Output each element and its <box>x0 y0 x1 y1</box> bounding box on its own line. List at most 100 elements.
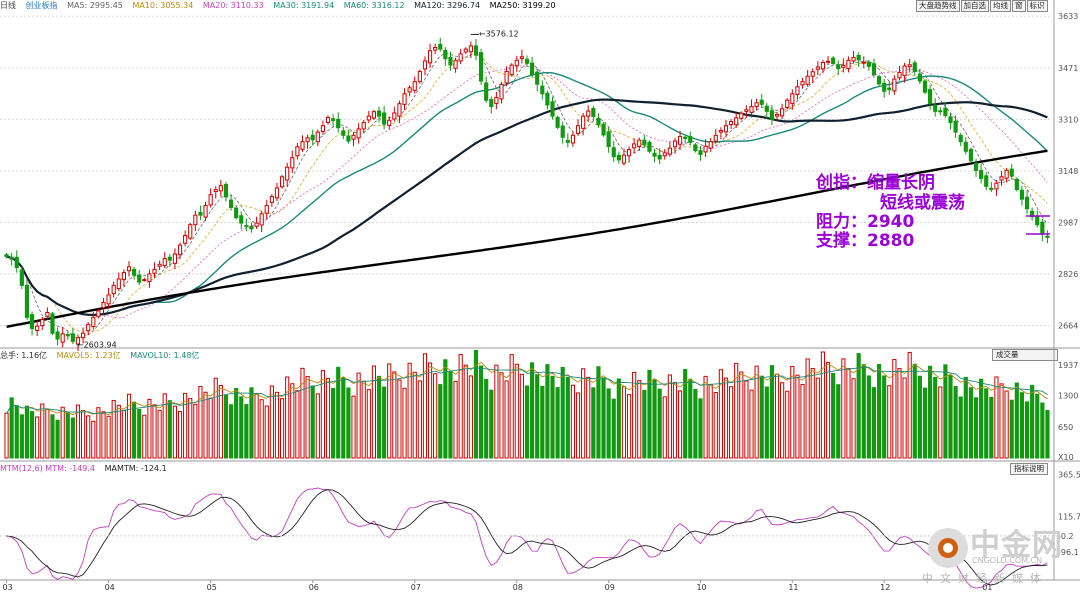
volume-bar <box>346 387 351 459</box>
volume-bar <box>545 364 550 459</box>
volume-bar <box>147 398 152 459</box>
candle-body <box>759 99 764 105</box>
mavol10-line <box>6 366 1048 414</box>
candle-body <box>269 196 274 203</box>
candle-body <box>708 141 713 149</box>
volume-bar <box>325 377 331 459</box>
candle-body <box>142 279 147 282</box>
volume-bar <box>657 388 662 459</box>
candle-body <box>953 120 958 133</box>
add-watchlist-button[interactable]: 加自选 <box>960 0 989 12</box>
candle-body <box>632 143 637 149</box>
volume-bar <box>60 406 65 459</box>
candle-body <box>463 48 468 53</box>
candle-body <box>4 254 9 258</box>
volume-bar <box>1040 402 1045 459</box>
volume-bar <box>591 387 596 459</box>
volume-bar <box>759 375 764 459</box>
candle-body <box>841 64 846 68</box>
period-label[interactable]: 日线 <box>0 1 16 10</box>
price-tick-label: 3148 <box>1058 167 1078 176</box>
volume-bar <box>183 392 188 459</box>
marker-button[interactable]: 标识 <box>1026 0 1048 12</box>
candle-body <box>1024 196 1030 210</box>
volume-bar <box>764 386 769 459</box>
candle-body <box>371 111 377 119</box>
candle-body <box>264 205 269 214</box>
price-tick-label: 3310 <box>1058 115 1078 124</box>
volume-bar <box>91 420 96 459</box>
candle-body <box>866 61 871 67</box>
volume-bar <box>575 392 581 459</box>
mamtm-line <box>6 489 1048 586</box>
low-price-label: ←2603.94 <box>77 341 117 350</box>
candle-body <box>973 162 979 171</box>
candle-body <box>341 130 346 136</box>
candle-body <box>443 49 448 60</box>
ma-button[interactable]: 均线 <box>990 0 1011 12</box>
candle-body <box>65 334 70 337</box>
indicator-help-button[interactable]: 指标说明 <box>1010 463 1048 475</box>
candle-body <box>320 125 325 132</box>
volume-bar <box>188 398 193 459</box>
annotation-marks: ←3576.12 ←2603.94 <box>77 29 1050 350</box>
candle-body <box>412 81 417 91</box>
volume-bar <box>739 371 744 459</box>
volume-bar <box>790 365 795 459</box>
candle-body <box>478 52 484 82</box>
ma250-line <box>6 149 1048 328</box>
volume-bar <box>785 390 790 459</box>
volume-bar <box>586 376 591 459</box>
mtm-lines <box>0 487 1050 589</box>
volume-bar <box>1024 401 1030 459</box>
candle-body <box>24 284 30 318</box>
volume-bar <box>994 376 999 459</box>
volume-bar <box>254 393 259 459</box>
volume-bar <box>45 408 50 459</box>
index-name: 创业板指 <box>25 1 58 10</box>
volume-bar <box>320 370 325 459</box>
candle-body <box>851 56 856 62</box>
candle-body <box>157 263 162 267</box>
window-button[interactable]: 窗 <box>1012 0 1026 12</box>
volume-bar <box>989 396 994 459</box>
volume-bar <box>632 371 637 459</box>
volume-bar <box>484 378 489 459</box>
volume-bar <box>851 378 856 459</box>
candle-body <box>897 71 902 79</box>
volume-bar <box>336 366 341 459</box>
volume-bar <box>708 383 713 459</box>
volume-bar <box>933 376 938 459</box>
candle-body <box>596 117 601 126</box>
candle-body <box>795 86 800 95</box>
mtm-tick-label: 365.5 <box>1058 470 1080 479</box>
candle-body <box>70 333 75 343</box>
volume-bar <box>928 365 933 459</box>
candle-body <box>979 169 984 179</box>
volume-bar <box>172 405 178 459</box>
volume-bar <box>621 386 627 459</box>
volume-bar <box>223 394 229 459</box>
volume-bar <box>132 401 137 459</box>
volume-bar <box>402 387 407 459</box>
candle-body <box>846 59 851 70</box>
candle-body <box>698 150 703 155</box>
candle-body <box>285 166 290 181</box>
volume-bar <box>892 359 897 459</box>
volume-bar <box>509 354 514 459</box>
volume-bar <box>887 385 892 459</box>
volume-bar <box>9 397 14 459</box>
volume-bar <box>213 377 218 459</box>
volume-bar <box>111 399 116 459</box>
candle-body <box>514 59 519 67</box>
mtm-panel-header: MTM(12,6) MTM: -149.4 MAMTM: -124.1 <box>0 463 174 475</box>
candle-body <box>254 222 259 227</box>
volume-bar <box>366 389 371 459</box>
trend-line-button[interactable]: 大盘趋势线 <box>916 0 960 12</box>
volume-bar <box>953 386 958 459</box>
volume-bar <box>249 387 254 459</box>
volume-indicator-button[interactable]: 成交量 <box>992 349 1058 361</box>
volume-bar <box>121 409 126 459</box>
candle-body <box>453 59 458 69</box>
